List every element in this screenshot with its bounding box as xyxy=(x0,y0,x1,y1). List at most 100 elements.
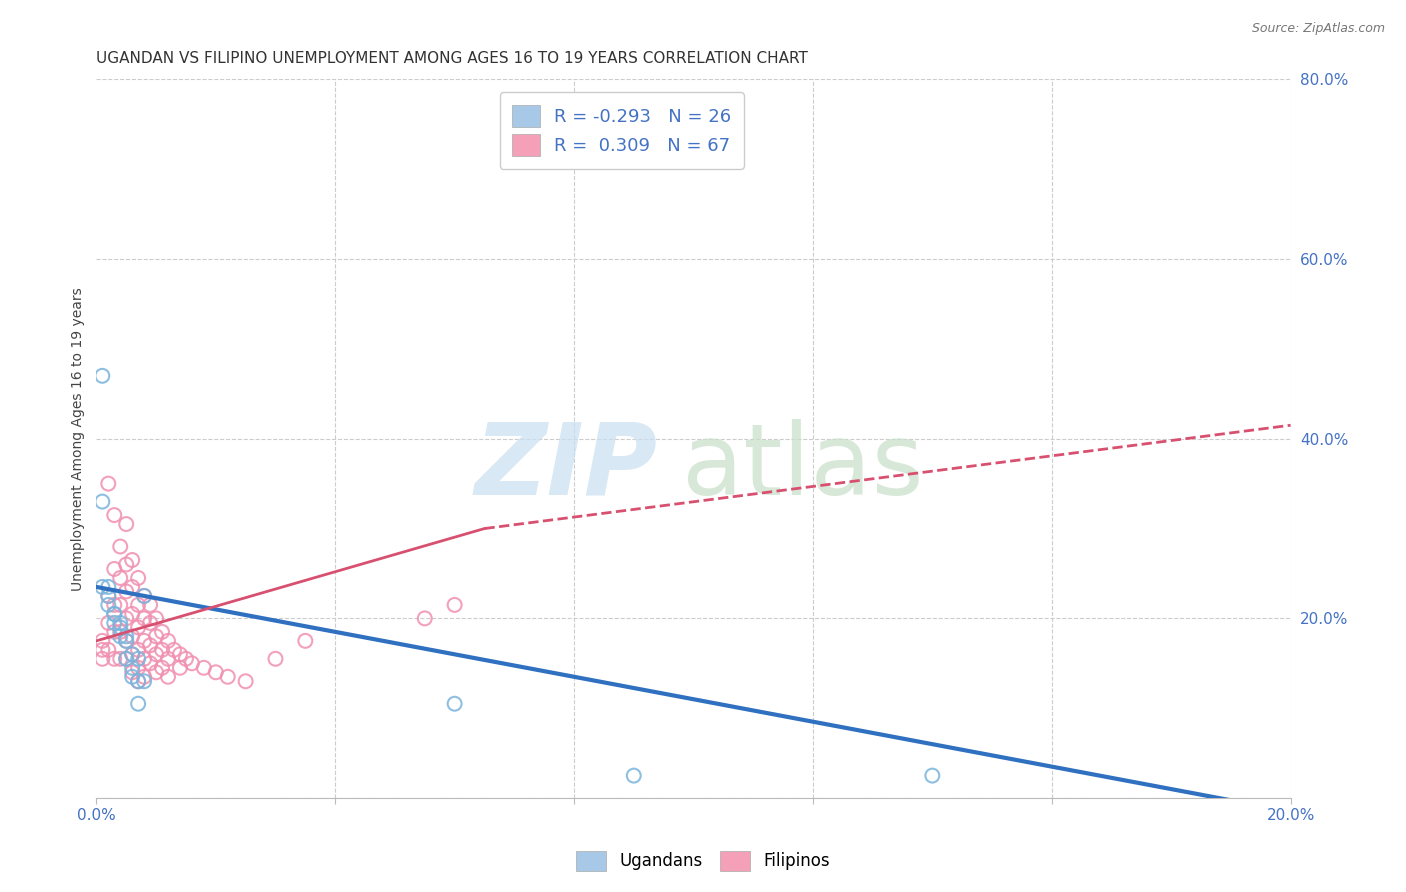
Point xyxy=(103,607,125,621)
Point xyxy=(921,769,943,783)
Point xyxy=(134,674,156,689)
Point xyxy=(91,652,114,666)
Point xyxy=(91,580,114,594)
Point xyxy=(134,633,156,648)
Point xyxy=(264,652,287,666)
Point xyxy=(156,670,179,684)
Point xyxy=(145,665,167,680)
Y-axis label: Unemployment Among Ages 16 to 19 years: Unemployment Among Ages 16 to 19 years xyxy=(72,287,86,591)
Point xyxy=(139,615,162,630)
Text: ZIP: ZIP xyxy=(475,419,658,516)
Point xyxy=(115,633,138,648)
Point xyxy=(115,629,138,643)
Point xyxy=(115,558,138,572)
Point xyxy=(134,589,156,603)
Point xyxy=(97,615,120,630)
Point xyxy=(110,620,132,634)
Point xyxy=(127,697,149,711)
Point xyxy=(145,611,167,625)
Point xyxy=(103,624,125,639)
Legend: Ugandans, Filipinos: Ugandans, Filipinos xyxy=(568,842,838,880)
Point xyxy=(97,589,120,603)
Point xyxy=(103,652,125,666)
Point xyxy=(139,638,162,652)
Point xyxy=(121,580,143,594)
Point xyxy=(121,629,143,643)
Point xyxy=(127,661,149,675)
Text: atlas: atlas xyxy=(682,419,924,516)
Point xyxy=(115,652,138,666)
Point xyxy=(193,661,215,675)
Point xyxy=(103,598,125,612)
Point xyxy=(121,648,143,662)
Point xyxy=(150,643,173,657)
Point xyxy=(110,615,132,630)
Point xyxy=(174,652,197,666)
Point xyxy=(134,611,156,625)
Point xyxy=(91,633,114,648)
Point xyxy=(150,624,173,639)
Point xyxy=(91,368,114,383)
Point xyxy=(156,633,179,648)
Point xyxy=(134,652,156,666)
Point xyxy=(204,665,226,680)
Point xyxy=(145,648,167,662)
Point xyxy=(121,553,143,567)
Point xyxy=(169,661,191,675)
Point xyxy=(217,670,239,684)
Legend: R = -0.293   N = 26, R =  0.309   N = 67: R = -0.293 N = 26, R = 0.309 N = 67 xyxy=(501,92,744,169)
Point xyxy=(127,571,149,585)
Point xyxy=(115,652,138,666)
Point xyxy=(134,589,156,603)
Point xyxy=(110,624,132,639)
Point xyxy=(91,494,114,508)
Point xyxy=(110,629,132,643)
Point xyxy=(623,769,645,783)
Text: Source: ZipAtlas.com: Source: ZipAtlas.com xyxy=(1251,22,1385,36)
Point xyxy=(110,652,132,666)
Point xyxy=(127,652,149,666)
Point xyxy=(127,643,149,657)
Point xyxy=(134,670,156,684)
Point xyxy=(97,598,120,612)
Point xyxy=(150,661,173,675)
Point xyxy=(91,643,114,657)
Point xyxy=(235,674,257,689)
Point xyxy=(413,611,436,625)
Point xyxy=(97,580,120,594)
Point xyxy=(180,657,202,671)
Point xyxy=(97,476,120,491)
Point xyxy=(443,697,465,711)
Point xyxy=(115,584,138,599)
Point xyxy=(103,562,125,576)
Point xyxy=(156,652,179,666)
Point xyxy=(127,598,149,612)
Point xyxy=(163,643,186,657)
Point xyxy=(110,540,132,554)
Point xyxy=(103,615,125,630)
Point xyxy=(169,648,191,662)
Point xyxy=(127,620,149,634)
Point xyxy=(115,633,138,648)
Point xyxy=(121,670,143,684)
Point xyxy=(294,633,316,648)
Point xyxy=(443,598,465,612)
Point xyxy=(121,648,143,662)
Point xyxy=(103,508,125,522)
Point xyxy=(127,674,149,689)
Point xyxy=(115,611,138,625)
Point xyxy=(139,657,162,671)
Point xyxy=(139,598,162,612)
Point xyxy=(121,607,143,621)
Text: UGANDAN VS FILIPINO UNEMPLOYMENT AMONG AGES 16 TO 19 YEARS CORRELATION CHART: UGANDAN VS FILIPINO UNEMPLOYMENT AMONG A… xyxy=(97,51,808,66)
Point xyxy=(103,607,125,621)
Point xyxy=(97,643,120,657)
Point xyxy=(145,629,167,643)
Point xyxy=(110,598,132,612)
Point xyxy=(127,674,149,689)
Point xyxy=(97,589,120,603)
Point xyxy=(121,665,143,680)
Point xyxy=(110,571,132,585)
Point xyxy=(115,517,138,532)
Point xyxy=(121,661,143,675)
